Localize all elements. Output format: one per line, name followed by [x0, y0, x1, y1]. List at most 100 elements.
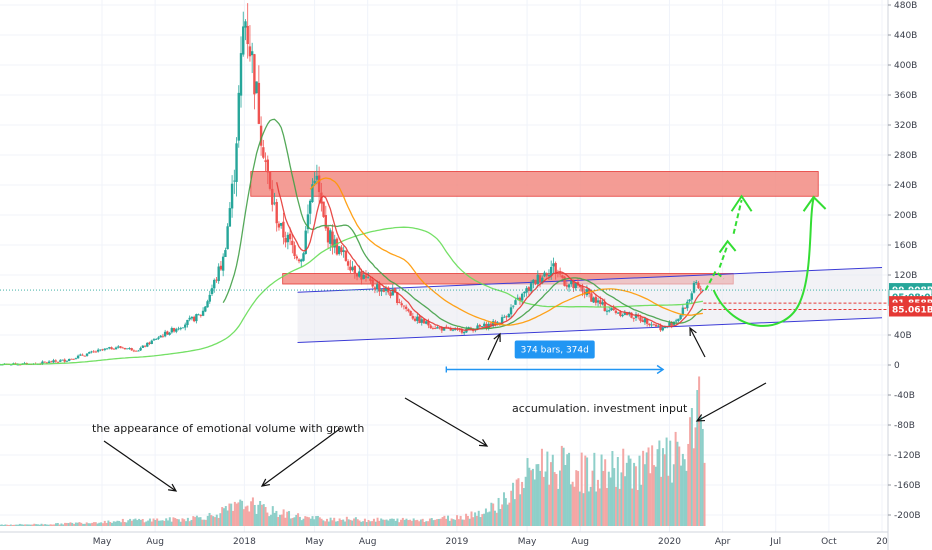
candle-body — [213, 279, 216, 289]
volume-bar — [125, 522, 128, 526]
candle-body — [18, 364, 22, 366]
candle-body — [266, 159, 269, 173]
volume-bar — [338, 518, 341, 526]
volume-bar — [577, 471, 580, 526]
volume-bar — [587, 491, 590, 526]
volume-bar — [266, 512, 269, 526]
volume-bar — [412, 518, 415, 526]
volume-bar — [465, 513, 468, 526]
volume-bar — [474, 512, 477, 526]
volume-bar — [293, 517, 296, 526]
price-axis-label: -120B — [894, 451, 921, 461]
candle-body — [362, 274, 365, 279]
volume-bar — [253, 504, 256, 526]
candle-body — [125, 348, 129, 350]
channel-lower-line — [297, 317, 883, 343]
volume-bar — [450, 518, 453, 526]
price-axis[interactable]: 480B 440B 400B 360B 320B 280B 240B 200B 160B 120B… — [887, 0, 921, 550]
price-axis-label: -40B — [894, 391, 915, 401]
volume-bar — [580, 452, 583, 526]
volume-bar — [42, 524, 45, 526]
volume-bar — [241, 500, 244, 526]
candle-body — [349, 266, 352, 271]
candle-body — [284, 238, 287, 243]
volume-bar — [213, 517, 216, 526]
volume-bar — [203, 519, 206, 526]
candle-body — [130, 348, 133, 351]
candle-body — [645, 318, 649, 324]
candle-body — [179, 328, 182, 330]
arrow-to-2020-volume-head — [695, 414, 706, 422]
volume-bar — [148, 518, 151, 526]
volume-bar — [127, 520, 130, 526]
volume-bar — [197, 517, 200, 526]
volume-bar — [425, 521, 428, 526]
volume-bar — [17, 524, 20, 526]
candle-body — [253, 54, 256, 95]
candle-body — [648, 323, 651, 326]
candle-body — [88, 352, 91, 354]
volume-bar — [578, 491, 581, 526]
volume-bar — [428, 518, 431, 526]
volume-bar — [615, 486, 618, 526]
volume-bar — [0, 524, 1, 526]
volume-bar — [506, 504, 509, 526]
volume-bar — [138, 518, 141, 526]
volume-bar — [661, 448, 664, 526]
volume-bar — [369, 521, 372, 526]
volume-bar — [609, 477, 612, 526]
candle-body — [552, 263, 555, 267]
volume-bar — [22, 524, 25, 526]
candle-body — [503, 316, 506, 318]
candle-body — [429, 325, 432, 329]
candle-body — [195, 314, 198, 322]
candle-body — [184, 324, 187, 328]
candle-body — [246, 25, 249, 45]
volume-bar — [472, 517, 475, 526]
candle-body — [150, 340, 153, 344]
volume-bar — [537, 464, 540, 526]
volume-bar — [584, 455, 587, 526]
volume-bar — [689, 417, 692, 526]
volume-bar — [96, 523, 99, 526]
price-axis-label: 480B — [894, 1, 917, 11]
volume-bar — [9, 524, 12, 526]
volume-bar — [356, 519, 359, 526]
volume-bar — [188, 521, 191, 526]
volume-bar — [134, 518, 137, 526]
volume-bar — [349, 519, 352, 526]
candle-body — [422, 319, 426, 324]
volume-bar — [409, 519, 412, 526]
volume-bar — [289, 518, 292, 526]
candle-body — [23, 363, 26, 364]
volume-bar — [215, 514, 218, 526]
candle-body — [215, 279, 218, 281]
volume-bar — [26, 524, 29, 526]
time-axis[interactable]: May Aug 2018 May Aug 2019 May Aug 2020 Apr Jul Oct 2… — [0, 531, 888, 547]
volume-bar — [55, 523, 58, 526]
arrow-to-2018-volume-left — [103, 440, 177, 492]
candle-body — [476, 325, 479, 330]
volume-bar — [696, 390, 699, 526]
volume-bar — [74, 522, 77, 526]
candle-body — [558, 272, 562, 275]
volume-bar — [112, 521, 115, 526]
candle-body — [159, 335, 162, 338]
candle-body — [250, 51, 254, 56]
volume-bar — [107, 520, 110, 526]
volume-bar — [640, 484, 643, 526]
arrow-to-channel-bottom — [487, 333, 501, 361]
volume-bar — [434, 519, 437, 526]
volume-bar — [161, 520, 164, 526]
volume-bar — [445, 518, 448, 526]
volume-bar — [363, 518, 366, 526]
candle-body — [427, 321, 430, 326]
candle-body — [639, 317, 642, 321]
volume-bar — [573, 486, 576, 526]
volume-bar — [322, 520, 325, 526]
candle-body — [146, 342, 149, 347]
volume-bar — [591, 470, 594, 526]
price-axis-label: 400B — [894, 61, 917, 71]
volume-bar — [325, 518, 328, 526]
